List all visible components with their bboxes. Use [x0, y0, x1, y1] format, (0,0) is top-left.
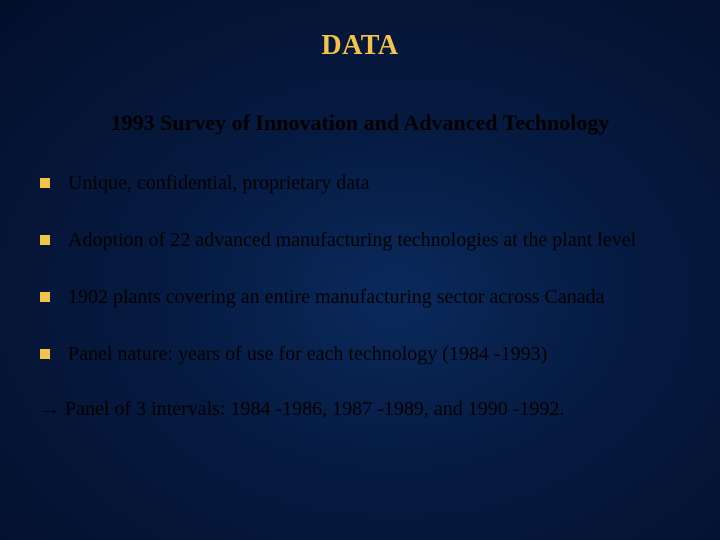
- bullet-text: Unique, confidential, proprietary data: [68, 172, 370, 194]
- bullet-square-icon: [40, 349, 50, 359]
- bullet-square-icon: [40, 292, 50, 302]
- bullet-square-icon: [40, 235, 50, 245]
- bullet-text: Adoption of 22 advanced manufacturing te…: [68, 229, 636, 251]
- bullet-item: Adoption of 22 advanced manufacturing te…: [38, 227, 682, 254]
- bullet-item: Panel nature: years of use for each tech…: [38, 341, 682, 368]
- bullet-item: 1902 plants covering an entire manufactu…: [38, 284, 682, 311]
- slide-title: DATA: [38, 30, 682, 62]
- bullet-text: 1902 plants covering an entire manufactu…: [68, 286, 604, 308]
- bullet-text: Panel nature: years of use for each tech…: [68, 343, 547, 365]
- footer-arrow-line: → Panel of 3 intervals: 1984 -1986, 1987…: [38, 398, 682, 421]
- bullet-list: Unique, confidential, proprietary data A…: [38, 170, 682, 368]
- bullet-square-icon: [40, 178, 50, 188]
- slide-subtitle: 1993 Survey of Innovation and Advanced T…: [38, 110, 682, 136]
- slide: DATA 1993 Survey of Innovation and Advan…: [0, 0, 720, 540]
- bullet-item: Unique, confidential, proprietary data: [38, 170, 682, 197]
